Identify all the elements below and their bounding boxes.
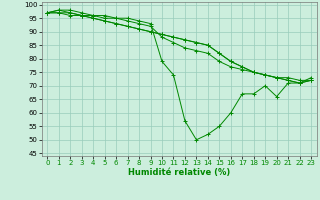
X-axis label: Humidité relative (%): Humidité relative (%) [128, 168, 230, 177]
